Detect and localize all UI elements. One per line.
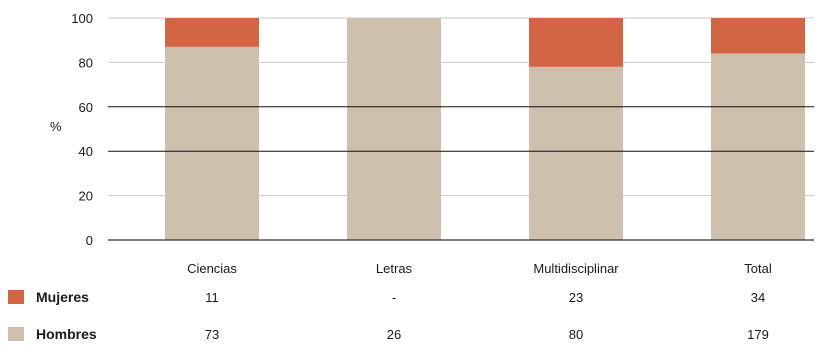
y-tick-label-0: 0 xyxy=(86,233,93,248)
y-axis-title: % xyxy=(50,119,62,134)
bar-mujeres-ciencias xyxy=(165,18,259,47)
y-tick-label-40: 40 xyxy=(79,144,93,159)
table-cell-hombres-total: 179 xyxy=(747,327,769,342)
y-tick-label-80: 80 xyxy=(79,55,93,70)
y-tick-label-60: 60 xyxy=(79,100,93,115)
axes: 0 20 40 60 80 100 xyxy=(71,11,814,248)
x-tick-label-letras: Letras xyxy=(376,261,413,276)
table-cell-hombres-letras: 26 xyxy=(387,327,401,342)
legend-swatch-mujeres xyxy=(8,290,24,304)
category-labels: Ciencias Letras Multidisciplinar Total xyxy=(187,261,772,276)
x-tick-label-ciencias: Ciencias xyxy=(187,261,237,276)
table-cell-hombres-ciencias: 73 xyxy=(205,327,219,342)
bar-hombres-ciencias xyxy=(165,46,259,240)
legend-label-hombres: Hombres xyxy=(36,326,97,342)
x-tick-label-multidisciplinar: Multidisciplinar xyxy=(533,261,619,276)
bar-hombres-multidisciplinar xyxy=(529,66,623,240)
y-tick-label-20: 20 xyxy=(79,189,93,204)
table-cell-mujeres-multidisciplinar: 23 xyxy=(569,290,583,305)
y-tick-label-100: 100 xyxy=(71,11,93,26)
bar-mujeres-total xyxy=(711,18,805,54)
bars xyxy=(165,18,805,240)
table-cell-hombres-multidisciplinar: 80 xyxy=(569,327,583,342)
legend-swatch-hombres xyxy=(8,327,24,341)
x-tick-label-total: Total xyxy=(744,261,772,276)
data-table: Mujeres 11 - 23 34 Hombres 73 26 80 179 xyxy=(8,289,769,342)
legend-label-mujeres: Mujeres xyxy=(36,289,89,305)
table-cell-mujeres-ciencias: 11 xyxy=(205,290,219,305)
bar-hombres-total xyxy=(711,53,805,240)
bar-hombres-letras xyxy=(347,18,441,240)
table-cell-mujeres-total: 34 xyxy=(751,290,765,305)
bar-mujeres-multidisciplinar xyxy=(529,18,623,67)
table-cell-mujeres-letras: - xyxy=(392,290,396,305)
